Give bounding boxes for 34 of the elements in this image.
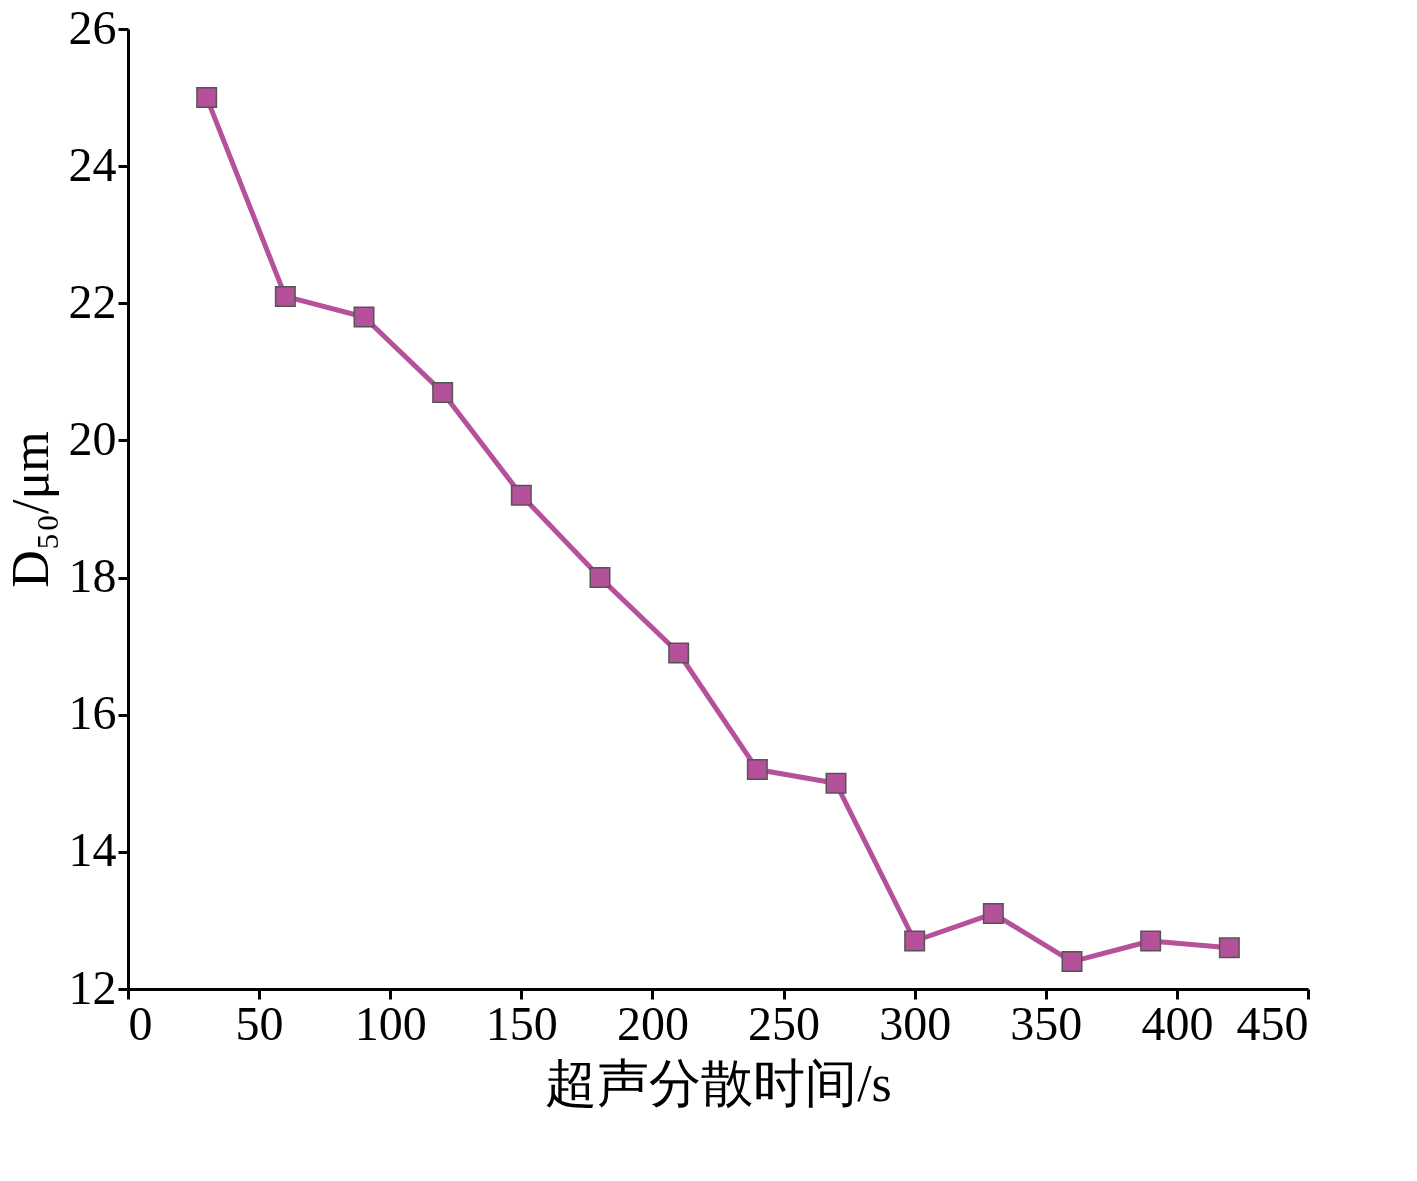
y-tick-label: 26: [68, 0, 117, 54]
point: [510, 484, 532, 506]
x-tick-label: 300: [879, 996, 952, 1050]
y-tick-label: 18: [68, 549, 117, 603]
x-tick-label: 350: [1010, 996, 1083, 1050]
point: [668, 642, 690, 664]
point: [1218, 937, 1240, 959]
y-axis-title: D₅₀/μm: [1, 431, 59, 588]
x-tick-label: 100: [354, 996, 427, 1050]
point: [904, 930, 926, 952]
y-tick-label: 12: [68, 960, 117, 1014]
x-tick-label: 450: [1236, 996, 1309, 1050]
y-tick-label: 16: [68, 686, 117, 740]
x-axis-title: 超声分散时间/s: [545, 1054, 892, 1112]
x-tick-label: 150: [485, 996, 558, 1050]
point: [589, 567, 611, 589]
point: [746, 759, 768, 781]
y-tick-label: 22: [68, 274, 117, 328]
point: [825, 772, 847, 794]
y-tick-label: 20: [68, 411, 117, 465]
x-tick-label: 250: [748, 996, 821, 1050]
y-tick-label: 24: [68, 137, 117, 191]
x-tick-label: 200: [616, 996, 689, 1050]
point: [1061, 951, 1083, 973]
point: [274, 285, 296, 307]
point: [1140, 930, 1162, 952]
point: [982, 903, 1004, 925]
point: [432, 381, 454, 403]
point: [353, 306, 375, 328]
point: [196, 87, 218, 109]
x-tick-label: 400: [1141, 996, 1214, 1050]
x-tick-label: 0: [128, 996, 153, 1050]
x-tick-label: 50: [235, 996, 284, 1050]
y-tick-label: 14: [68, 823, 117, 877]
